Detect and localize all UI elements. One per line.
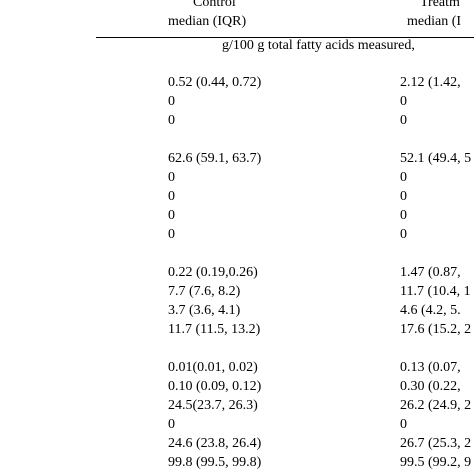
- control-value: 3.7 (3.6, 4.1): [168, 303, 241, 318]
- treatment-value: 52.1 (49.4, 5: [400, 151, 472, 166]
- treatment-value: 0: [400, 417, 407, 432]
- treatment-value: 99.5 (99.2, 9: [400, 455, 472, 470]
- control-value: 0.22 (0.19,0.26): [168, 265, 258, 280]
- control-value: 0: [168, 208, 175, 223]
- control-value: 0: [168, 113, 175, 128]
- treatment-value: 0: [400, 189, 407, 204]
- treatment-column-header: Treatm: [420, 0, 460, 10]
- control-value: 7.7 (7.6, 8.2): [168, 284, 241, 299]
- treatment-value: 0: [400, 113, 407, 128]
- table-row: 7.7 (7.6, 8.2) 11.7 (10.4, 1: [0, 284, 474, 300]
- treatment-value: 0: [400, 227, 407, 242]
- treatment-stat-header: median (I: [407, 14, 462, 29]
- table-row: 0.10 (0.09, 0.12) 0.30 (0.22,: [0, 379, 474, 395]
- treatment-value: 4.6 (4.2, 5.: [400, 303, 461, 318]
- table-row: 0.22 (0.19,0.26) 1.47 (0.87,: [0, 265, 474, 281]
- table-row: 62.6 (59.1, 63.7) 52.1 (49.4, 5: [0, 151, 474, 167]
- table-row: 0.52 (0.44, 0.72) 2.12 (1.42,: [0, 75, 474, 91]
- treatment-value: 11.7 (10.4, 1: [400, 284, 471, 299]
- units-label: g/100 g total fatty acids measured,: [222, 38, 415, 53]
- treatment-value: 0: [400, 94, 407, 109]
- control-value: 0: [168, 170, 175, 185]
- control-value: 24.6 (23.8, 26.4): [168, 436, 262, 451]
- table-row: 3.7 (3.6, 4.1) 4.6 (4.2, 5.: [0, 303, 474, 319]
- control-value: 0: [168, 417, 175, 432]
- table-row: 24.5(23.7, 26.3) 26.2 (24.9, 2: [0, 398, 474, 414]
- table-row: 24.6 (23.8, 26.4) 26.7 (25.3, 2: [0, 436, 474, 452]
- control-value: 62.6 (59.1, 63.7): [168, 151, 262, 166]
- treatment-value: 0: [400, 170, 407, 185]
- control-value: 0.01(0.01, 0.02): [168, 360, 258, 375]
- header-rule: [96, 37, 474, 38]
- treatment-value: 26.7 (25.3, 2: [400, 436, 472, 451]
- treatment-value: 0: [400, 208, 407, 223]
- treatment-value: 17.6 (15.2, 2: [400, 322, 472, 337]
- control-value: 0: [168, 94, 175, 109]
- treatment-value: 0.30 (0.22,: [400, 379, 461, 394]
- treatment-value: 1.47 (0.87,: [400, 265, 461, 280]
- control-stat-header: median (IQR): [168, 14, 247, 29]
- control-value: 0.10 (0.09, 0.12): [168, 379, 262, 394]
- treatment-value: 2.12 (1.42,: [400, 75, 461, 90]
- control-value: 0.52 (0.44, 0.72): [168, 75, 262, 90]
- table-row: 0.01(0.01, 0.02) 0.13 (0.07,: [0, 360, 474, 376]
- control-column-header: Control: [193, 0, 236, 10]
- control-value: 24.5(23.7, 26.3): [168, 398, 258, 413]
- control-value: 99.8 (99.5, 99.8): [168, 455, 262, 470]
- control-value: 0: [168, 227, 175, 242]
- table-row: 11.7 (11.5, 13.2) 17.6 (15.2, 2: [0, 322, 474, 338]
- table-row: 99.8 (99.5, 99.8) 99.5 (99.2, 9: [0, 455, 474, 471]
- treatment-value: 0.13 (0.07,: [400, 360, 461, 375]
- control-value: 0: [168, 189, 175, 204]
- treatment-value: 26.2 (24.9, 2: [400, 398, 472, 413]
- control-value: 11.7 (11.5, 13.2): [168, 322, 261, 337]
